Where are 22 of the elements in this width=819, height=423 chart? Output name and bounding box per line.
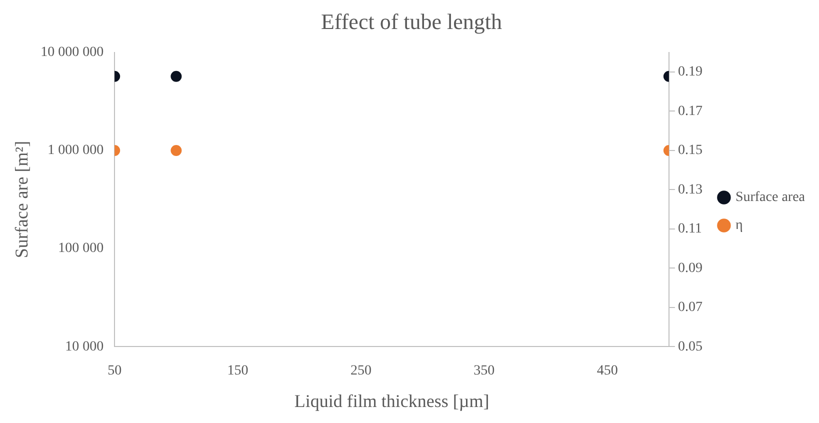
y2-tick-label: 0.11 — [678, 222, 702, 237]
legend-label: η — [735, 218, 743, 234]
y-tick-label: 10 000 000 — [40, 45, 104, 60]
legend-label: Surface area — [735, 190, 806, 206]
y2-tick-label: 0.17 — [678, 104, 702, 119]
y-axis-title: Surface are [m²] — [12, 140, 32, 258]
y-tick-label: 100 000 — [58, 241, 104, 256]
y2-tick-label: 0.19 — [678, 64, 702, 80]
y2-tick-label: 0.15 — [678, 143, 702, 158]
chart-title: Effect of tube length — [320, 8, 502, 34]
x-tick-label: 50 — [108, 364, 122, 379]
y2-tick-label: 0.09 — [678, 260, 702, 276]
x-axis-title: Liquid film thickness [µm] — [294, 390, 490, 411]
y2-tick-label: 0.13 — [678, 182, 702, 198]
y2-tick-label: 0.05 — [678, 339, 702, 354]
x-tick-label: 150 — [227, 364, 248, 379]
y2-tick-label: 0.07 — [678, 300, 702, 316]
x-tick-label: 450 — [596, 364, 618, 379]
y-tick-label: 10 000 — [65, 339, 104, 354]
x-tick-label: 350 — [474, 364, 495, 379]
y-tick-label: 1 000 000 — [48, 143, 104, 158]
x-tick-label: 250 — [350, 364, 372, 379]
